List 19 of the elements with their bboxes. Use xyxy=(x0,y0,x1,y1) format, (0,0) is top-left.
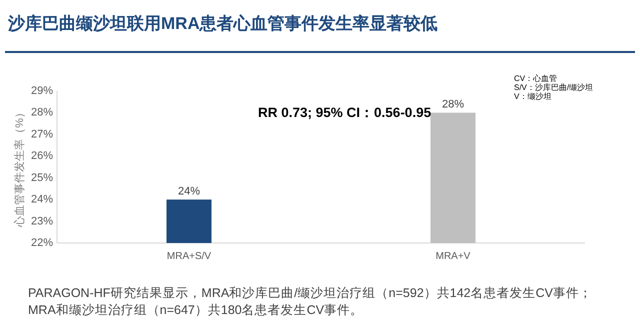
y-tick-label: 25% xyxy=(30,172,54,184)
text: PARAGON-HF研究结果显示，MRA和沙库巴曲/缬沙坦治疗组（n=592）共142名患者发生CV事件； MRA和缬沙坦治疗组（n=647）共180名患者发生CV事件。 xyxy=(28,285,593,319)
y-tick-label: 24% xyxy=(30,194,54,206)
annotation: S/V：沙库巴曲/缬沙坦 xyxy=(514,82,594,92)
x-tick-label: MRA+S/V xyxy=(166,251,212,262)
data-label: 24% xyxy=(178,186,200,198)
chart-title: 沙库巴曲缬沙坦联用MRA患者心血管事件发生率显著较低 xyxy=(8,13,438,35)
annotation: V：缬沙坦 xyxy=(514,91,552,102)
annotation: RR 0.73; 95% CI：0.56-0.95 xyxy=(258,104,432,122)
y-tick-label: 29% xyxy=(30,85,54,97)
y-axis-title: 心血管事件发生率（%） xyxy=(13,107,26,228)
y-tick-label: 28% xyxy=(30,106,54,119)
data-label: 28% xyxy=(442,98,464,111)
y-tick-label: 22% xyxy=(30,237,54,249)
text: CV：心血管 xyxy=(514,73,558,83)
y-tick-label: 27% xyxy=(30,128,54,140)
y-tick-label: 26% xyxy=(30,150,54,162)
x-tick-label: MRA+V xyxy=(436,251,471,262)
y-tick-label: 23% xyxy=(30,215,54,228)
